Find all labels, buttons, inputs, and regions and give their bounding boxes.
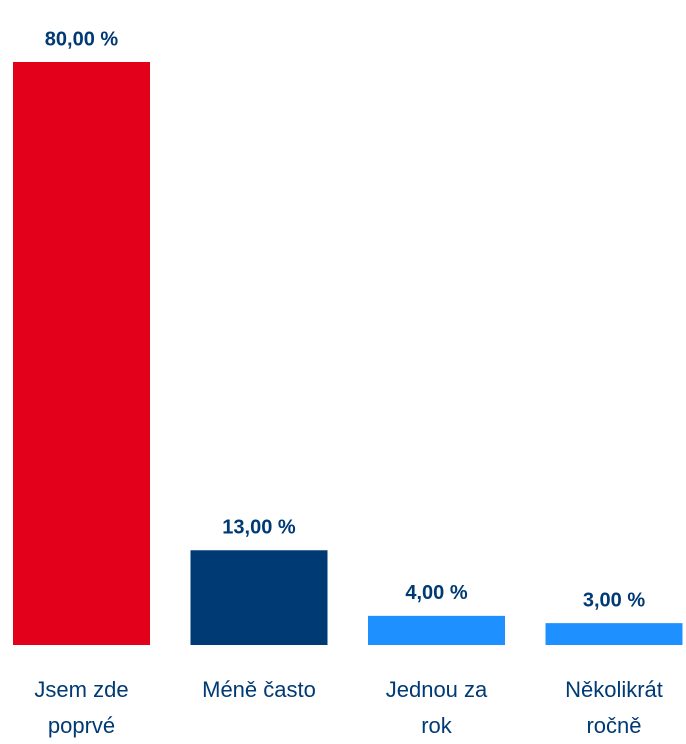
value-label: 13,00 % [222,517,296,539]
bar [368,615,505,645]
category-label: Několikrát ročně [565,677,663,738]
value-label: 80,00 % [45,28,119,50]
value-label: 3,00 % [583,589,645,611]
bar [545,623,683,645]
bar [13,62,150,645]
category-label: Jednou za rok [385,677,488,738]
value-label: 4,00 % [405,582,467,604]
category-label: Méně často [202,677,316,702]
bar [190,550,328,645]
category-label: Jsem zde poprvé [34,677,129,738]
